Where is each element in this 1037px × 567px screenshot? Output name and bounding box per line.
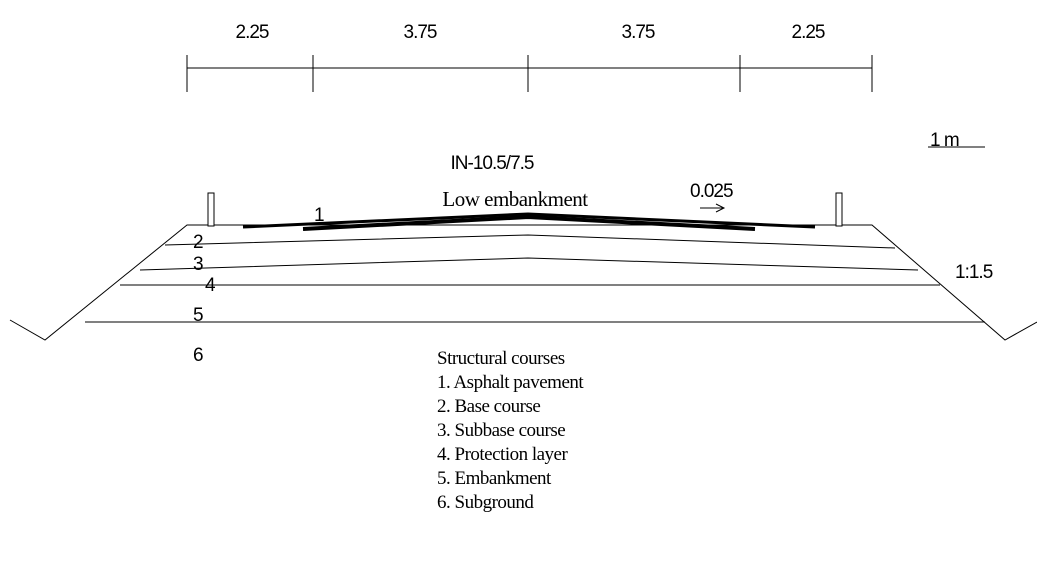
layer-number: 3 bbox=[193, 254, 203, 275]
dimension-label: 3.75 bbox=[622, 22, 655, 43]
legend-item: 4. Protection layer bbox=[437, 444, 568, 465]
legend-item: 6. Subground bbox=[437, 492, 534, 513]
embankment bbox=[9, 192, 1037, 341]
slope-label: 1:1.5 bbox=[955, 262, 993, 283]
crossfall-arrow bbox=[700, 203, 726, 213]
legend-item: 2. Base course bbox=[437, 396, 540, 417]
scale-bar-label: 1 m bbox=[930, 130, 959, 151]
legend-item: 1. Asphalt pavement bbox=[437, 372, 584, 393]
layer-number: 5 bbox=[193, 305, 203, 326]
section-name: Low embankment bbox=[442, 187, 588, 211]
layer-number: 1 bbox=[314, 205, 324, 226]
layer-number: 2 bbox=[193, 232, 203, 253]
legend-item: 5. Embankment bbox=[437, 468, 552, 489]
legend-item: 3. Subbase course bbox=[437, 420, 565, 441]
layer-number: 4 bbox=[205, 275, 216, 296]
crossfall-label: 0.025 bbox=[690, 181, 733, 202]
legend-title: Structural courses bbox=[437, 348, 565, 369]
dimension-label: 2.25 bbox=[792, 22, 825, 43]
dimension-label: 2.25 bbox=[236, 22, 269, 43]
dimension-line bbox=[186, 55, 873, 92]
section-code: IN-10.5/7.5 bbox=[451, 153, 534, 174]
dimension-label: 3.75 bbox=[404, 22, 437, 43]
layer-number: 6 bbox=[193, 345, 203, 366]
